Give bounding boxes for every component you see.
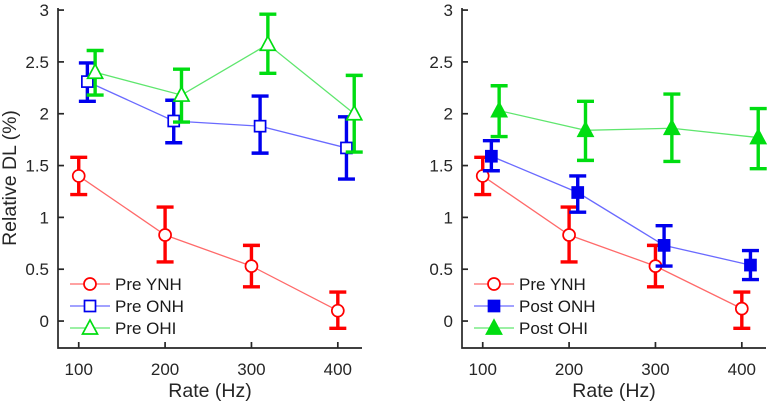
legend-entry-pre-ynh: Pre YNH: [70, 275, 182, 294]
x-tick-label: 400: [324, 360, 352, 379]
y-tick-label: 0: [40, 312, 49, 331]
series-pre-ohi: [86, 12, 364, 154]
legend-label: Post ONH: [519, 297, 596, 316]
y-tick-label: 3: [40, 1, 49, 20]
pre-ohi-marker-legend: [81, 318, 99, 335]
y-axis-label: Relative DL (%): [0, 110, 21, 246]
x-tick-label: 200: [151, 360, 179, 379]
pre-ynh-line: [482, 175, 743, 310]
pre-onh-marker: [253, 119, 267, 133]
pre-onh-line: [87, 81, 347, 149]
pre-onh-marker: [81, 75, 94, 88]
x-tick-label: 100: [469, 360, 497, 379]
pre-ynh-marker-legend: [487, 277, 501, 291]
post-onh-marker: [744, 258, 757, 272]
legend-entry-post-ohi: Post OHI: [474, 318, 588, 338]
pre-ynh-marker: [734, 301, 749, 316]
y-tick-label: 1.5: [25, 157, 49, 176]
y-tick-label: 0.5: [25, 260, 49, 279]
x-axis-label: Rate (Hz): [168, 380, 251, 402]
y-tick-label: 2: [444, 105, 453, 124]
x-tick-label: 300: [237, 360, 265, 379]
post-onh-marker: [571, 186, 585, 199]
pre-ynh-marker: [475, 169, 490, 183]
x-tick-label: 400: [728, 360, 756, 379]
y-tick-label: 2.5: [429, 53, 453, 72]
pre-ohi-line: [94, 43, 355, 115]
series-post-ohi: [490, 84, 768, 171]
y-tick-label: 2.5: [25, 53, 49, 72]
pre-ynh-marker: [562, 228, 576, 242]
legend-label: Post OHI: [519, 319, 588, 338]
pre-onh-marker-legend: [83, 299, 97, 313]
pre-ynh-marker: [71, 169, 86, 183]
y-tick-label: 1: [40, 208, 49, 227]
legend-pre: Pre YNH Pre ONH Pre OHI: [70, 275, 184, 338]
pre-ohi-marker: [172, 85, 191, 102]
x-tick-label: 300: [641, 360, 669, 379]
y-tick-label: 1.5: [429, 157, 453, 176]
pre-ynh-marker-legend: [83, 277, 97, 291]
axis-spines: [57, 8, 362, 349]
legend-entry-pre-ohi: Pre OHI: [70, 318, 176, 338]
panel-post: 100 200 300 400 0 0.5 1 1.5 2 2.5 3 Rate (Hz) Pre YN…: [429, 1, 768, 402]
y-tick-label: 3: [444, 1, 453, 20]
pre-ynh-marker: [244, 259, 259, 273]
post-ohi-marker-legend: [485, 318, 503, 335]
post-ohi-marker: [662, 118, 681, 136]
y-tick-label: 0: [444, 312, 453, 331]
post-onh-marker: [485, 149, 498, 163]
x-axis-label: Rate (Hz): [572, 380, 655, 402]
pre-ohi-marker: [345, 103, 364, 121]
pre-ohi-marker: [86, 62, 105, 80]
panel-pre: 100 200 300 400 0 0.5 1 1.5 2 2.5 3 Rate (Hz) Relati…: [0, 1, 364, 402]
post-ohi-line: [498, 109, 759, 139]
post-ohi-marker: [490, 100, 509, 118]
legend-label: Pre OHI: [115, 319, 176, 338]
post-ohi-marker: [576, 120, 595, 138]
y-tick-label: 0.5: [429, 260, 453, 279]
series-post-onh: [482, 138, 759, 282]
axis-spines: [461, 8, 766, 349]
pre-ynh-marker: [330, 303, 345, 318]
x-tick-label: 100: [65, 360, 93, 379]
post-onh-line: [491, 155, 751, 266]
post-ohi-marker: [749, 127, 768, 145]
series-pre-ynh: [70, 155, 347, 331]
pre-ynh-line: [78, 175, 339, 312]
legend-entry-pre-ynh: Pre YNH: [474, 275, 586, 294]
post-onh-marker: [657, 239, 671, 252]
x-tick-label: 200: [555, 360, 583, 379]
post-onh-marker-legend: [487, 299, 501, 313]
y-tick-label: 1: [444, 208, 453, 227]
pre-ynh-marker: [158, 228, 172, 242]
legend-label: Pre YNH: [519, 275, 586, 294]
legend-entry-pre-onh: Pre ONH: [70, 297, 184, 316]
legend-label: Pre YNH: [115, 275, 182, 294]
series-pre-ynh: [474, 155, 751, 331]
pre-ohi-marker: [258, 34, 277, 52]
legend-label: Pre ONH: [115, 297, 184, 316]
y-tick-label: 2: [40, 105, 49, 124]
legend-entry-post-onh: Post ONH: [474, 297, 596, 316]
legend-post: Pre YNH Post ONH Post OHI: [474, 275, 596, 338]
